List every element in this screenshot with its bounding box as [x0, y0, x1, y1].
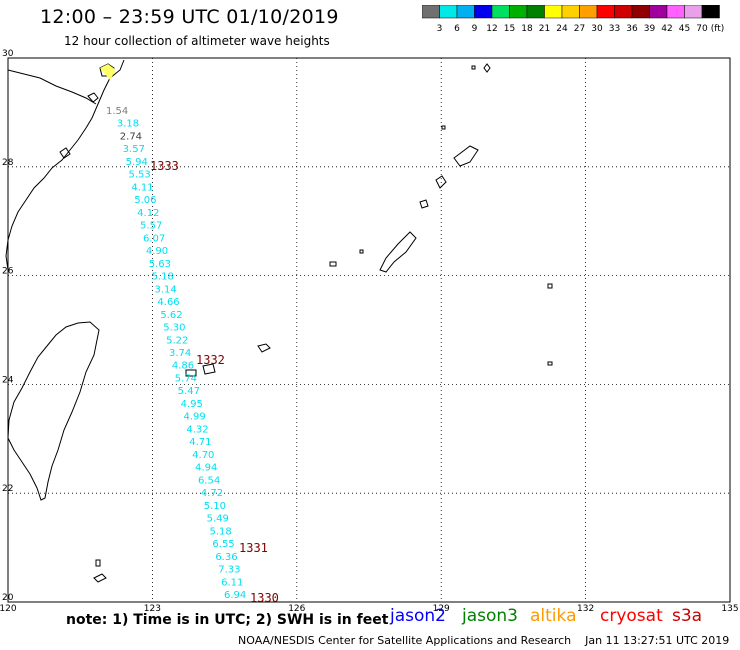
swh-label: 4.86	[172, 361, 194, 372]
colorbar-label: 36	[626, 24, 638, 34]
colorbar-label: 6	[454, 24, 460, 34]
satellite-altika: altika	[530, 606, 577, 626]
lat-tick-label: 22	[2, 484, 13, 494]
swh-label: 5.18	[210, 526, 232, 537]
swh-label: 6.55	[212, 539, 234, 550]
swh-label: 4.11	[131, 182, 153, 193]
swh-label: 5.47	[178, 386, 200, 397]
lon-tick-label: 123	[144, 604, 161, 614]
time-labels: 1333 1332 1331 1330	[150, 159, 279, 605]
swh-label: 4.71	[189, 437, 211, 448]
swh-label: 5.57	[140, 221, 162, 232]
swh-label: 4.12	[137, 208, 159, 219]
colorbar-label: 18	[521, 24, 533, 34]
map-subtitle: 12 hour collection of altimeter wave hei…	[64, 34, 330, 48]
colorbar-unit: (ft)	[711, 24, 725, 34]
swh-label: 3.74	[169, 348, 191, 359]
coast-highlight	[100, 64, 116, 80]
swh-label: 2.74	[120, 131, 142, 142]
colorbar-label: 12	[486, 24, 497, 34]
colorbar-label: 70	[696, 24, 708, 34]
swh-label: 3.18	[117, 119, 139, 130]
swh-label: 5.10	[204, 501, 226, 512]
island-amami	[453, 145, 479, 167]
swh-label: 5.94	[126, 157, 148, 168]
time-label: 1331	[239, 541, 268, 555]
map-frame	[7, 57, 731, 603]
time-label: 1333	[150, 159, 179, 173]
swh-label: 6.11	[221, 577, 243, 588]
swh-label: 5.74	[175, 373, 197, 384]
swh-label: 4.70	[192, 450, 214, 461]
colorbar-label: 33	[609, 24, 620, 34]
lon-tick-label: 120	[0, 604, 17, 614]
time-label: 1332	[196, 353, 225, 367]
swh-label: 5.62	[160, 310, 182, 321]
swh-label: 4.94	[195, 463, 217, 474]
colorbar-label: 9	[472, 24, 478, 34]
lon-tick-label: 126	[288, 604, 305, 614]
lat-tick-label: 20	[2, 593, 14, 603]
axis-labels: 120 123 126 129 132 135 20 22 24 26 28 30	[0, 49, 739, 614]
swh-label: 6.54	[198, 475, 220, 486]
swh-label: 4.90	[146, 246, 168, 257]
credits-line: NOAA/NESDIS Center for Satellite Applica…	[238, 634, 729, 647]
swh-label: 4.32	[186, 424, 208, 435]
colorbar-label: 27	[574, 24, 585, 34]
swh-label: 1.54	[106, 106, 128, 117]
lat-tick-label: 24	[2, 375, 14, 385]
swh-label: 5.22	[166, 335, 188, 346]
island-okinawa	[379, 231, 417, 273]
colorbar-label: 24	[556, 24, 568, 34]
colorbar-label: 15	[504, 24, 515, 34]
coastline-china	[5, 59, 125, 271]
satellite-s3a: s3a	[672, 606, 703, 626]
colorbar-label: 42	[661, 24, 672, 34]
colorbar-label: 45	[679, 24, 690, 34]
lat-tick-label: 26	[2, 267, 14, 277]
satellite-jason3: jason3	[462, 606, 518, 626]
swh-label: 6.36	[215, 552, 237, 563]
coastlines	[5, 59, 553, 583]
lat-tick-label: 28	[2, 158, 14, 168]
wave-height-colorbar: 3 6 9 12 15 18 21 24 27 30 33 36 39 42 45 70 (ft)	[422, 5, 725, 34]
swh-label: 3.14	[155, 284, 177, 295]
swh-label: 3.57	[123, 144, 145, 155]
lon-tick-label: 129	[433, 604, 450, 614]
colorbar-swatch	[701, 5, 720, 19]
lon-tick-label: 132	[577, 604, 594, 614]
swh-label: 5.06	[134, 195, 156, 206]
lon-tick-label: 135	[721, 604, 738, 614]
swh-label: 4.99	[183, 412, 205, 423]
swh-label: 4.95	[181, 399, 203, 410]
swh-label: 5.30	[163, 323, 185, 334]
lat-lon-grid	[7, 57, 731, 603]
swh-label: 4.72	[201, 488, 223, 499]
swh-label: 5.49	[207, 514, 229, 525]
credits-text: NOAA/NESDIS Center for Satellite Applica…	[238, 634, 572, 647]
time-label: 1330	[250, 591, 279, 605]
colorbar-label: 30	[591, 24, 603, 34]
colorbar-label: 21	[539, 24, 550, 34]
satellite-jason2: jason2	[390, 606, 446, 626]
units-note: note: 1) Time is in UTC; 2) SWH is in fe…	[66, 612, 389, 628]
satellite-cryosat: cryosat	[600, 606, 663, 626]
coastline-taiwan	[7, 321, 100, 501]
swh-label: 5.18	[152, 272, 174, 283]
colorbar-label: 39	[644, 24, 656, 34]
swh-label: 6.07	[143, 233, 165, 244]
timestamp: Jan 11 13:27:51 UTC 2019	[585, 634, 730, 647]
map-title: 12:00 – 23:59 UTC 01/10/2019	[40, 6, 339, 28]
lat-tick-label: 30	[2, 49, 14, 59]
colorbar-label: 3	[437, 24, 443, 34]
swh-label: 7.33	[218, 565, 240, 576]
swh-label: 5.63	[149, 259, 171, 270]
swh-track: 1.54 3.182.74 3.57 5.94 5.534.11 5.06 4.12 5.57…	[106, 106, 246, 601]
swh-label: 4.66	[157, 297, 179, 308]
swh-label: 6.94	[224, 590, 246, 601]
swh-label: 5.53	[128, 170, 150, 181]
